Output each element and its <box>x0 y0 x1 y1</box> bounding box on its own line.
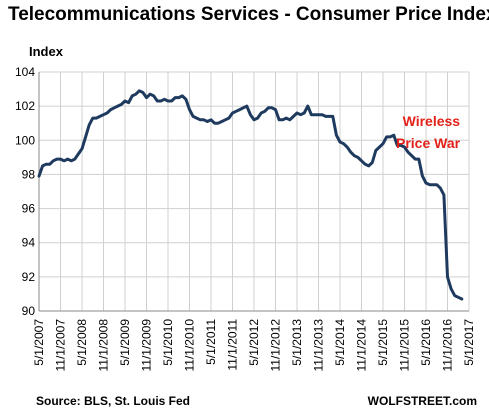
y-tick-label-94: 94 <box>22 236 36 250</box>
y-tick-label-90: 90 <box>22 304 36 318</box>
annotation-line-2: Price War <box>396 135 461 151</box>
x-tick-label-19: 11/1/2016 <box>441 319 455 372</box>
source-note: Source: BLS, St. Louis Fed <box>36 394 191 408</box>
x-tick-label-2: 5/1/2008 <box>75 319 89 366</box>
y-tick-label-100: 100 <box>15 133 35 147</box>
x-tick-label-13: 11/1/2013 <box>312 319 326 372</box>
wireless-price-war-annotation: Wireless Price War <box>396 110 460 154</box>
x-tick-label-4: 5/1/2009 <box>118 319 132 366</box>
x-tick-label-1: 11/1/2007 <box>54 319 68 372</box>
x-tick-label-16: 5/1/2015 <box>376 319 390 366</box>
y-axis-label: Index <box>29 44 63 59</box>
x-tick-label-6: 5/1/2010 <box>161 319 175 366</box>
y-tick-label-96: 96 <box>22 202 36 216</box>
y-tick-label-102: 102 <box>15 99 35 113</box>
chart-title: Telecommunications Services - Consumer P… <box>8 4 489 25</box>
x-tick-label-15: 11/1/2014 <box>355 319 369 372</box>
x-tick-label-10: 5/1/2012 <box>247 319 261 366</box>
y-tick-label-98: 98 <box>22 167 36 181</box>
x-tick-label-3: 11/1/2008 <box>97 319 111 372</box>
y-tick-label-92: 92 <box>22 270 36 284</box>
y-tick-label-104: 104 <box>15 65 35 79</box>
x-tick-label-7: 11/1/2010 <box>183 319 197 372</box>
x-tick-label-9: 11/1/2011 <box>226 319 240 371</box>
x-tick-label-20: 5/1/2017 <box>462 319 476 366</box>
annotation-line-1: Wireless <box>402 113 461 129</box>
series-line-0 <box>37 89 464 301</box>
x-tick-label-17: 11/1/2015 <box>398 319 412 372</box>
x-tick-label-5: 11/1/2009 <box>140 319 154 372</box>
x-tick-label-0: 5/1/2007 <box>32 319 46 366</box>
x-tick-label-14: 5/1/2014 <box>333 319 347 366</box>
x-tick-label-11: 11/1/2012 <box>269 319 283 372</box>
x-tick-label-8: 5/1/2011 <box>204 319 218 365</box>
x-tick-label-12: 5/1/2013 <box>290 319 304 366</box>
brand-label: WOLFSTREET.com <box>367 394 477 408</box>
x-tick-label-18: 5/1/2016 <box>419 319 433 366</box>
